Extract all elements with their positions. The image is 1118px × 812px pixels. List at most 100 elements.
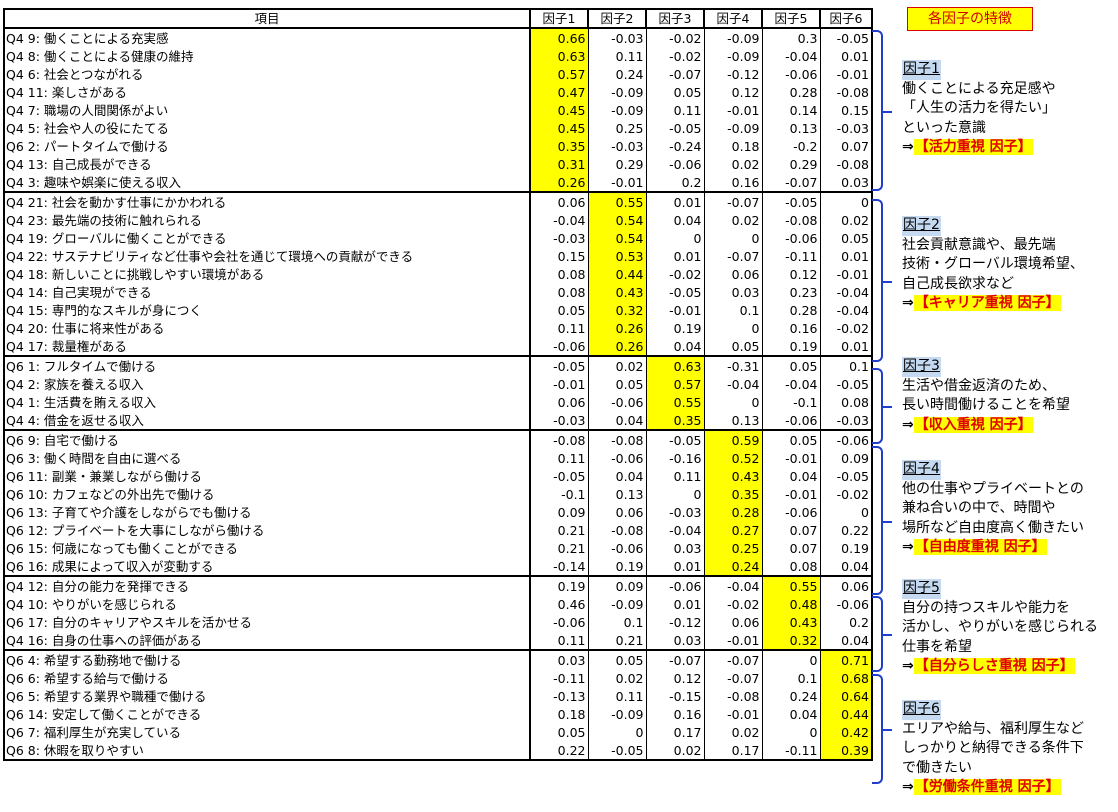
- loading-cell-factor-4: -0.01: [703, 631, 763, 651]
- loading-cell-factor-2: -0.09: [587, 83, 647, 101]
- loading-cell-factor-3: -0.02: [645, 47, 705, 65]
- row-item-label: Q6 3: 働く時間を自由に選べる: [3, 449, 531, 467]
- factor-description-4: 因子4 他の仕事やプライベートとの 兼ね合いの中で、時間や 場所など自由度高く働きたい…: [902, 460, 1112, 558]
- row-item-label: Q6 6: 希望する給与で働ける: [3, 669, 531, 687]
- factor-description-line: 働くことによる充足感や: [902, 80, 1056, 97]
- loading-cell-factor-4: -0.09: [703, 119, 763, 137]
- loading-cell-factor-5: 0.28: [761, 83, 821, 101]
- table-row: Q4 10: やりがいを感じられる 0.46 -0.09 0.01 -0.02 0.48-…: [3, 595, 873, 613]
- row-item-label: Q4 23: 最先端の技術に触れられる: [3, 211, 531, 229]
- loading-cell-factor-6: 0: [819, 191, 873, 211]
- loading-cell-factor-3: -0.02: [645, 265, 705, 283]
- loading-cell-factor-4: 0.16: [703, 173, 763, 193]
- loading-cell-factor-4: -0.01: [703, 705, 763, 723]
- loading-cell-factor-1: 0.08: [529, 265, 589, 283]
- factor-tag: 【活力重視 因子】: [913, 139, 1033, 155]
- factor-description-line: 生活や借金返済のため、: [902, 377, 1056, 394]
- loading-cell-factor-2: 0.21: [587, 631, 647, 651]
- factor-result: ⇒【労働条件重視 因子】: [902, 778, 1112, 798]
- loading-cell-factor-6: 0.03: [819, 173, 873, 193]
- loading-cell-factor-6: -0.03: [819, 119, 873, 137]
- loading-cell-factor-3: -0.12: [645, 613, 705, 631]
- table-row: Q4 11: 楽しさがある 0.47 -0.09 0.05 0.12 0.28 -0.08: [3, 83, 873, 101]
- loading-cell-factor-6: 0.42: [819, 723, 873, 741]
- loading-cell-factor-4: 0.1: [703, 301, 763, 319]
- loading-cell-factor-5: 0.16: [761, 319, 821, 337]
- table-row: Q4 5: 社会や人の役にたてる 0.45 0.25 -0.05 -0.09 0.13 -0…: [3, 119, 873, 137]
- loading-cell-factor-3: -0.05: [645, 283, 705, 301]
- loading-cell-factor-5: 0.55: [761, 575, 821, 595]
- table-row: Q4 4: 借金を返せる収入 -0.03 0.04 0.35 0.13 -0.06 -0.0…: [3, 411, 873, 431]
- loading-cell-factor-6: -0.01: [819, 265, 873, 283]
- header-factor-6: 因子6: [819, 8, 873, 29]
- factor-tag: 【自分らしさ重視 因子】: [913, 658, 1075, 674]
- table-header-row: 項目 因子1 因子2 因子3 因子4 因子5 因子6: [3, 8, 873, 29]
- loading-cell-factor-2: 0.26: [587, 337, 647, 357]
- loading-cell-factor-2: 0.44: [587, 265, 647, 283]
- loading-cell-factor-4: -0.31: [703, 355, 763, 375]
- loading-cell-factor-4: 0: [703, 319, 763, 337]
- loading-cell-factor-6: -0.08: [819, 155, 873, 173]
- loading-cell-factor-1: 0.46: [529, 595, 589, 613]
- loading-cell-factor-1: 0.08: [529, 283, 589, 301]
- factor-description-line: 技術・グローバル環境希望、: [902, 256, 1084, 272]
- loading-cell-factor-5: 0.29: [761, 155, 821, 173]
- factor-description-line: 仕事を希望: [902, 638, 972, 655]
- loading-cell-factor-4: 0.12: [703, 83, 763, 101]
- loading-cell-factor-1: 0.09: [529, 503, 589, 521]
- loading-cell-factor-2: 0.11: [587, 47, 647, 65]
- loading-cell-factor-5: -0.2: [761, 137, 821, 155]
- loading-cell-factor-3: -0.02: [645, 27, 705, 47]
- header-factor-2: 因子2: [587, 8, 647, 29]
- factor-name: 因子4: [902, 460, 941, 480]
- group-bracket: [872, 199, 883, 362]
- loading-cell-factor-3: -0.24: [645, 137, 705, 155]
- loading-cell-factor-4: -0.07: [703, 649, 763, 669]
- loading-cell-factor-1: 0.26: [529, 173, 589, 193]
- loading-cell-factor-4: -0.09: [703, 27, 763, 47]
- loading-cell-factor-3: 0.03: [645, 631, 705, 651]
- factor-description-line: 社会貢献意識や、最先端: [902, 236, 1056, 253]
- table-row: Q4 22: サステナビリティなど仕事や会社を通じて環境への貢献ができる 0.15…: [3, 247, 873, 265]
- loading-cell-factor-3: 0.02: [645, 741, 705, 761]
- loading-cell-factor-6: 0.19: [819, 539, 873, 557]
- loading-cell-factor-5: -0.06: [761, 503, 821, 521]
- loading-cell-factor-4: -0.08: [703, 687, 763, 705]
- loading-cell-factor-2: -0.08: [587, 429, 647, 449]
- table-row: Q4 8: 働くことによる健康の維持 0.63 0.11 -0.02 -0.09 -0.0…: [3, 47, 873, 65]
- table-row: Q4 6: 社会とつながれる 0.57 0.24 -0.07 -0.12 -0.06 -0.…: [3, 65, 873, 83]
- factor-tag: 【労働条件重視 因子】: [913, 779, 1061, 795]
- factor-description-line: 長い時間働けることを希望: [902, 397, 1070, 413]
- factor-result: ⇒【活力重視 因子】: [902, 138, 1112, 158]
- loading-cell-factor-2: 0.1: [587, 613, 647, 631]
- row-item-label: Q6 8: 休暇を取りやすい: [3, 741, 531, 761]
- table-row: Q6 3: 働く時間を自由に選べる 0.11 -0.06 -0.16 0.52 -0.01…: [3, 449, 873, 467]
- loading-cell-factor-4: 0.17: [703, 741, 763, 761]
- loading-cell-factor-6: -0.02: [819, 319, 873, 337]
- loading-cell-factor-4: -0.02: [703, 595, 763, 613]
- factor-name: 因子5: [902, 579, 941, 599]
- loading-cell-factor-5: 0.07: [761, 521, 821, 539]
- loading-cell-factor-6: 0.01: [819, 47, 873, 65]
- loading-cell-factor-6: -0.05: [819, 467, 873, 485]
- loading-cell-factor-6: -0.08: [819, 83, 873, 101]
- loading-cell-factor-1: -0.08: [529, 429, 589, 449]
- loading-cell-factor-5: 0.28: [761, 301, 821, 319]
- loading-cell-factor-1: 0.21: [529, 521, 589, 539]
- header-factor-5: 因子5: [761, 8, 821, 29]
- loading-cell-factor-5: -0.06: [761, 65, 821, 83]
- table-row: Q4 17: 裁量権がある -0.06 0.26 0.04 0.05 0.19 0.01: [3, 337, 873, 357]
- loading-cell-factor-1: 0.45: [529, 119, 589, 137]
- loading-cell-factor-3: 0: [645, 485, 705, 503]
- factor-description-line: 自己成長欲求など: [902, 275, 1014, 292]
- factor-tag: 【キャリア重視 因子】: [913, 295, 1061, 311]
- loading-cell-factor-6: -0.06: [819, 429, 873, 449]
- row-item-label: Q4 18: 新しいことに挑戦しやすい環境がある: [3, 265, 531, 283]
- bracket-tick: [883, 111, 892, 113]
- loading-cell-factor-1: 0.05: [529, 723, 589, 741]
- loading-cell-factor-3: 0.57: [645, 375, 705, 393]
- loading-cell-factor-4: 0.06: [703, 265, 763, 283]
- loading-cell-factor-2: 0.11: [587, 687, 647, 705]
- loading-cell-factor-3: 0.01: [645, 191, 705, 211]
- table-row: Q4 2: 家族を養える収入 -0.01 0.05 0.57 -0.04 -0.04 -0.…: [3, 375, 873, 393]
